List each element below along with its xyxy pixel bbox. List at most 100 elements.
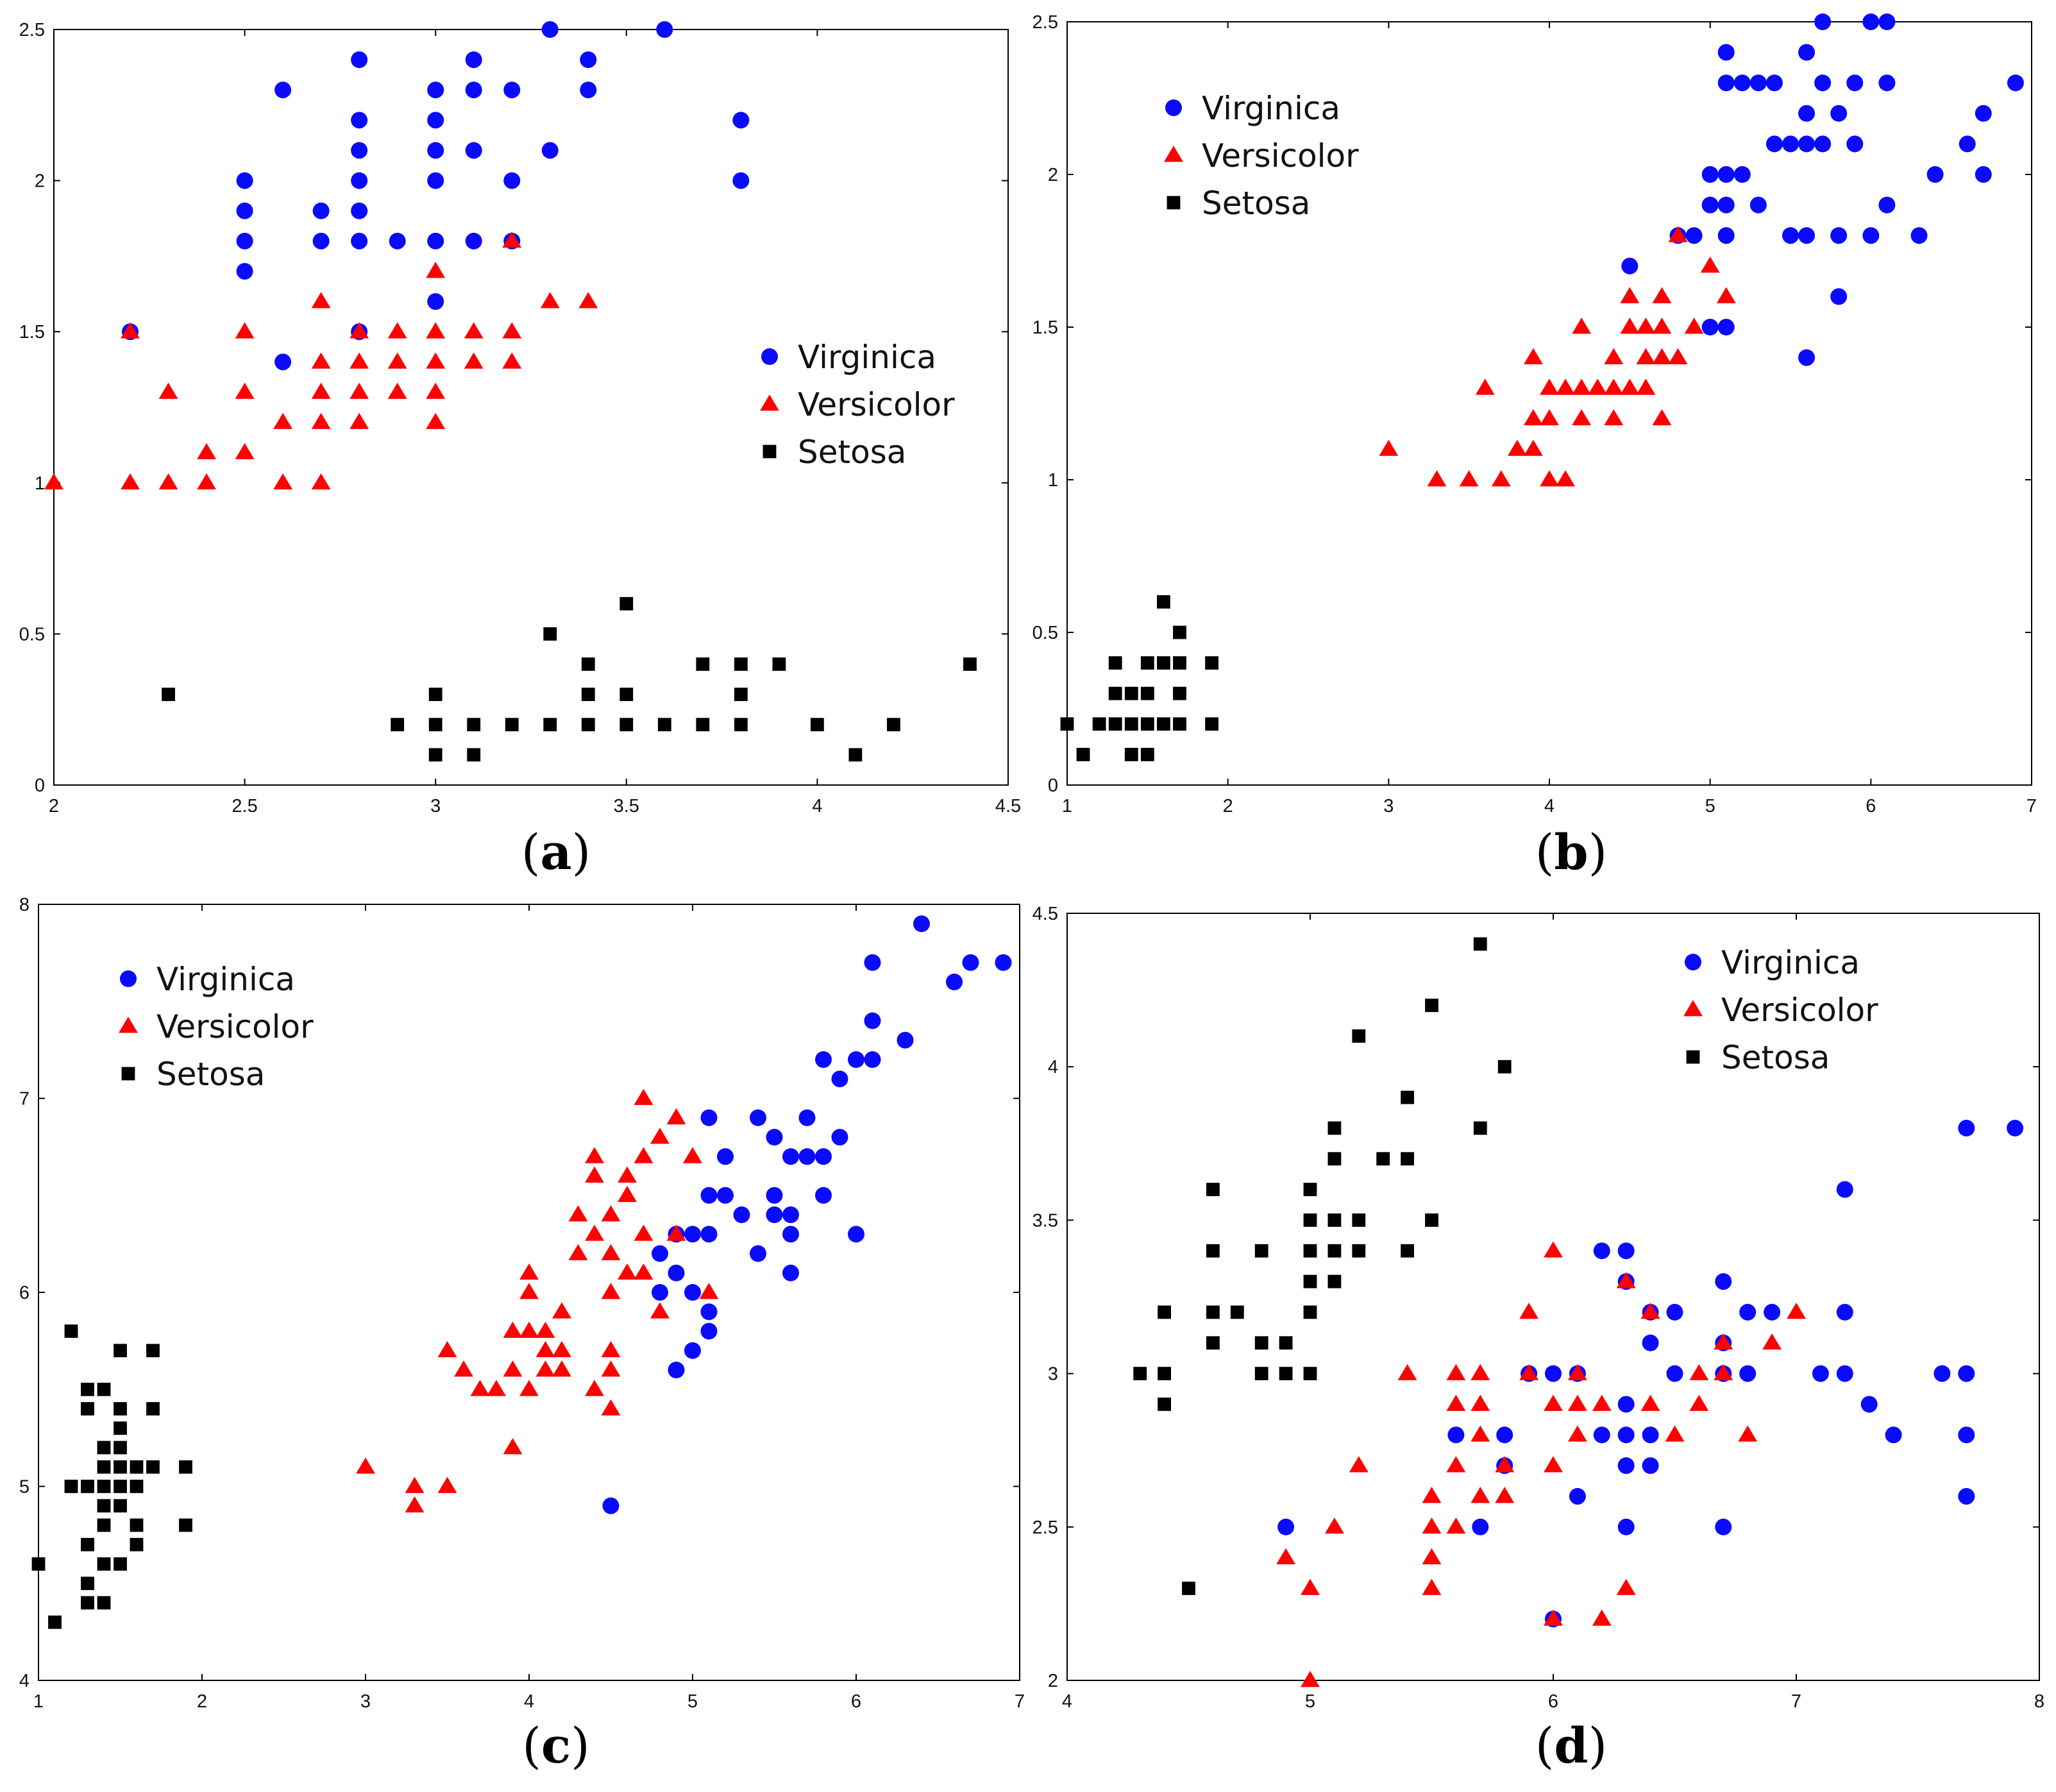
setosa-point: [1173, 656, 1186, 670]
virginica-point: [503, 172, 521, 189]
x-tick-label: 5: [1305, 1691, 1315, 1712]
versicolor-point: [1495, 1456, 1515, 1473]
setosa-point: [1140, 686, 1154, 700]
y-tick-label: 4.5: [1032, 904, 1058, 924]
virginica-point: [1885, 1426, 1902, 1444]
versicolor-point: [426, 262, 446, 278]
versicolor-point: [405, 1476, 425, 1493]
versicolor-point: [1762, 1333, 1782, 1350]
virginica-point: [2007, 1119, 2024, 1137]
setosa-point: [391, 718, 405, 732]
setosa-point: [1352, 1213, 1366, 1227]
versicolor-point: [387, 382, 407, 399]
virginica-point: [656, 21, 673, 38]
setosa-point: [114, 1499, 127, 1513]
setosa-point: [734, 688, 748, 702]
versicolor-point: [158, 473, 178, 490]
setosa-point: [696, 718, 710, 732]
virginica-point: [1798, 135, 1816, 153]
virginica-point: [1715, 1273, 1732, 1290]
versicolor-point: [350, 412, 369, 429]
setosa-point: [428, 718, 442, 732]
legend-label-versicolor: Versicolor: [156, 1008, 314, 1045]
versicolor-point: [585, 1380, 604, 1396]
setosa-point: [1254, 1336, 1268, 1350]
versicolor-point: [1470, 1425, 1490, 1442]
virginica-point: [1782, 135, 1799, 153]
virginica-point: [465, 142, 482, 159]
versicolor-point: [1523, 409, 1543, 426]
panel-a: 2 2.5 3 3.5 4 4.5 0 0.5 1 1.5 2 2.5 Virginica Versico…: [19, 20, 1021, 881]
virginica-point: [766, 1187, 783, 1204]
x-tick-label: 6: [851, 1691, 861, 1712]
versicolor-point: [1616, 1272, 1636, 1289]
virginica-point: [1717, 196, 1735, 214]
versicolor-point: [1422, 1548, 1442, 1565]
legend-label-versicolor: Versicolor: [1202, 137, 1359, 174]
versicolor-point: [1422, 1578, 1442, 1595]
versicolor-point: [519, 1283, 539, 1299]
series-virginica: [122, 21, 750, 371]
setosa-point: [130, 1518, 144, 1532]
x-tick-label: 2: [197, 1691, 207, 1712]
virginica-point: [782, 1264, 799, 1281]
virginica-point: [236, 232, 253, 249]
setosa-point: [428, 748, 442, 762]
setosa-point: [1182, 1582, 1195, 1595]
legend-versicolor-triangle-icon: [1164, 146, 1183, 162]
versicolor-point: [235, 443, 255, 460]
versicolor-point: [634, 1224, 653, 1241]
versicolor-point: [1427, 470, 1447, 487]
versicolor-point: [1592, 1609, 1612, 1626]
versicolor-point: [519, 1321, 539, 1338]
virginica-point: [1617, 1426, 1635, 1444]
versicolor-point: [1592, 1394, 1612, 1411]
versicolor-point: [683, 1147, 702, 1163]
versicolor-point: [650, 1302, 670, 1319]
setosa-point: [1401, 1244, 1414, 1258]
x-tick-label: 6: [1548, 1691, 1558, 1712]
virginica-point: [1814, 13, 1832, 30]
setosa-point: [97, 1518, 111, 1532]
setosa-point: [1140, 748, 1154, 761]
virginica-point: [732, 172, 750, 189]
y-tick-label: 3: [1048, 1364, 1058, 1385]
virginica-point: [351, 51, 368, 69]
setosa-point: [1173, 686, 1186, 700]
virginica-point: [700, 1226, 718, 1243]
versicolor-point: [1276, 1548, 1296, 1565]
virginica-point: [312, 232, 330, 249]
virginica-point: [1496, 1426, 1513, 1444]
virginica-point: [1830, 288, 1848, 305]
setosa-point: [1206, 1244, 1220, 1258]
y-tick-label: 2.5: [1032, 1517, 1058, 1538]
setosa-point: [1206, 1183, 1220, 1196]
versicolor-point: [601, 1205, 621, 1222]
y-tick-label: 0.5: [19, 624, 45, 645]
versicolor-point: [44, 473, 63, 490]
versicolor-point: [1636, 378, 1656, 395]
x-tick-label: 4: [1544, 796, 1555, 816]
virginica-point: [602, 1497, 619, 1514]
versicolor-point: [601, 1360, 621, 1377]
versicolor-point: [1519, 1303, 1539, 1319]
versicolor-point: [1556, 470, 1576, 487]
setosa-point: [1173, 625, 1186, 639]
versicolor-point: [503, 1321, 523, 1338]
virginica-point: [1836, 1303, 1853, 1321]
setosa-point: [1327, 1152, 1342, 1166]
virginica-point: [1814, 74, 1832, 92]
setosa-point: [543, 718, 557, 732]
series-versicolor: [356, 1088, 719, 1513]
legend-virginica-circle-icon: [1685, 954, 1701, 970]
y-tick-label: 2: [35, 171, 45, 192]
legend-versicolor-triangle-icon: [119, 1017, 138, 1033]
versicolor-point: [1652, 348, 1672, 364]
virginica-point: [351, 172, 368, 189]
setosa-point: [1473, 937, 1487, 951]
y-tick-label: 7: [19, 1089, 29, 1110]
versicolor-point: [552, 1340, 571, 1358]
versicolor-point: [1640, 1303, 1660, 1319]
virginica-point: [1862, 13, 1880, 30]
virginica-point: [1593, 1242, 1610, 1260]
